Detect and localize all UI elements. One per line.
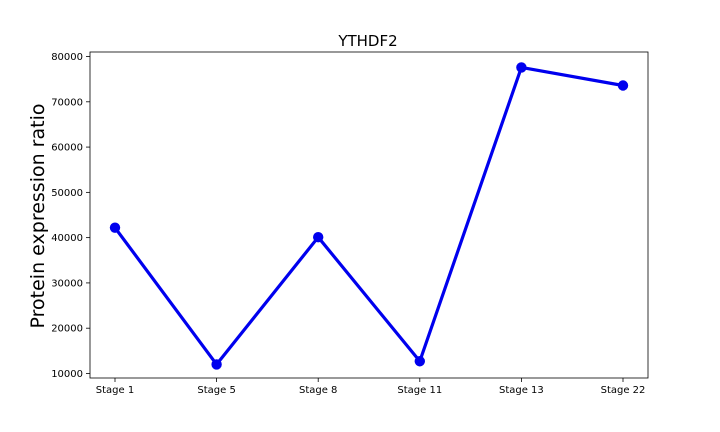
y-axis-label: Protein expression ratio xyxy=(27,104,49,329)
plot-frame xyxy=(89,51,649,379)
y-tick-label: 80000 xyxy=(51,52,83,63)
y-tick-label: 20000 xyxy=(51,324,83,335)
data-point xyxy=(414,356,425,367)
series-line xyxy=(113,65,625,367)
y-tick-label: 70000 xyxy=(51,97,83,108)
y-axis-ticks: 10000 20000 30000 40000 50000 60000 70000 80000 xyxy=(51,52,90,380)
x-tick-label: Stage 5 xyxy=(197,385,235,396)
data-point xyxy=(109,222,121,233)
chart-title: YTHDF2 xyxy=(337,32,397,50)
data-point xyxy=(516,62,527,73)
data-point xyxy=(211,359,222,370)
x-tick-label: Stage 8 xyxy=(299,385,337,396)
data-point xyxy=(313,231,324,243)
x-tick-label: Stage 1 xyxy=(96,385,134,396)
y-tick-label: 30000 xyxy=(51,278,83,289)
x-tick-label: Stage 22 xyxy=(601,385,646,396)
data-point xyxy=(617,80,629,91)
y-tick-label: 10000 xyxy=(51,369,83,380)
x-axis-ticks: Stage 1 Stage 5 Stage 8 Stage 11 Stage 13 Sta… xyxy=(96,378,646,396)
y-tick-label: 60000 xyxy=(51,143,83,154)
y-tick-label: 40000 xyxy=(51,233,83,244)
series-layer xyxy=(109,62,629,370)
x-tick-label: Stage 11 xyxy=(397,385,442,396)
y-tick-label: 50000 xyxy=(51,188,83,199)
x-tick-label: Stage 13 xyxy=(499,385,544,396)
